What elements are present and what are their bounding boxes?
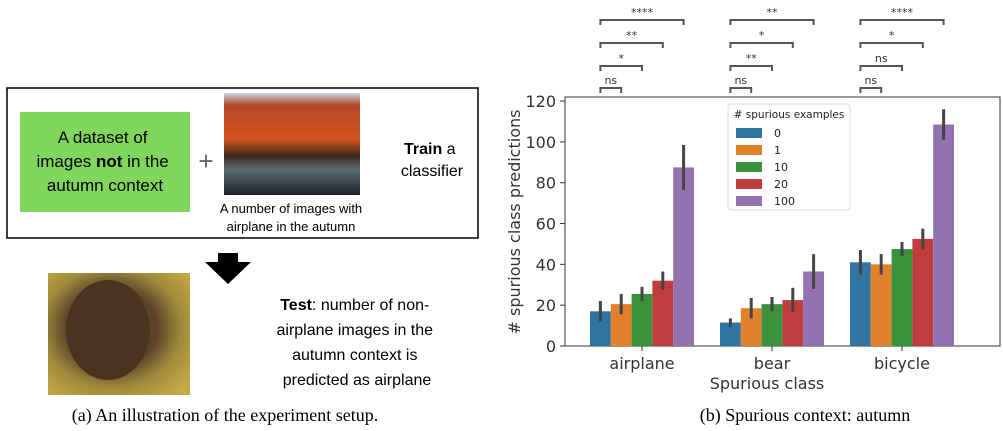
test-line: airplane images in the [277,322,434,339]
test-text: Test: number of non- airplane images in … [277,297,438,389]
y-tick-label: 80 [536,174,556,193]
significance-label: ns [734,74,747,87]
autumn-image [224,93,360,195]
significance-bracket [859,19,945,25]
significance-bracket [599,19,685,25]
train-text: Train a classifier [401,141,464,180]
significance-label: **** [891,6,914,19]
bar [850,262,871,346]
significance-bracket [729,65,773,71]
x-axis-label: Spurious class [710,374,825,393]
significance-bracket [729,42,794,48]
train-frame [6,87,479,239]
legend-swatch [736,145,762,155]
bar [590,311,611,346]
significance-label: ** [626,29,638,42]
train-bold: Train [404,141,442,158]
legend-swatch [736,179,762,189]
bar [782,300,804,346]
significance-label: ns [864,74,877,87]
y-tick-label: 120 [525,92,556,111]
y-tick-label: 40 [536,255,556,274]
significance-bracket [599,65,643,71]
test-line: autumn context is [292,347,417,364]
setup-diagram: A dataset of images not in the autumn co… [6,87,479,426]
bear-shape [66,280,150,380]
image-caption: airplane in the autumn [227,219,356,234]
legend-swatch [736,162,762,172]
dataset-line: images [36,152,96,171]
significance-bracket [859,42,924,48]
significance-label: ns [604,74,617,87]
significance-bracket [729,19,815,25]
bar [740,308,762,346]
train-line: classifier [401,163,464,180]
bar [870,264,892,346]
image-caption: A number of images with [220,201,362,216]
y-axis-label: # spurious class predictions [505,110,524,335]
y-tick-label: 100 [525,133,556,152]
significance-label: ** [767,6,779,19]
bar [631,293,653,346]
significance-bracket [729,87,753,93]
significance-label: **** [631,6,654,19]
legend-title: # spurious examples [734,109,845,121]
test-line: predicted as airplane [283,372,432,389]
bar [803,271,824,346]
caption: (b) Spurious context: autumn [700,405,910,426]
significance-label: ns [875,52,888,65]
significance-label: * [889,29,895,42]
bar [912,238,934,346]
significance-bracket [859,87,883,93]
y-tick-label: 60 [536,215,556,234]
legend-swatch [736,128,762,138]
bar [891,249,913,346]
bar [610,304,632,346]
legend-label: 10 [774,161,788,174]
legend-label: 20 [774,178,788,191]
bar [933,124,954,346]
dataset-line: autumn context [47,176,164,195]
test-bold: Test [280,297,312,314]
plus: + [198,146,213,176]
dataset-bold: not [96,152,123,171]
dataset-box [20,112,190,212]
dataset-line: A dataset of [58,128,148,147]
y-tick-label: 20 [536,296,556,315]
significance-label: * [759,29,765,42]
significance-label: ** [746,52,758,65]
dataset-line: images not in the [36,152,168,171]
arrow [205,253,251,284]
bar [720,322,741,346]
x-tick-label: airplane [609,354,674,373]
chart: (b) Spurious context: autumn Spurious cl… [505,6,1001,426]
bar [652,280,674,346]
dataset-text: A dataset of images not in the autumn co… [36,128,173,195]
legend-swatch [736,196,762,206]
legend-label: 1 [774,144,781,157]
dataset-line: in the [122,152,168,171]
significance-bracket [599,87,623,93]
significance-bracket [599,42,664,48]
significance-label: * [618,52,624,65]
y-tick-label: 0 [546,337,556,356]
bar [673,167,694,346]
caption: (a) An illustration of the experiment se… [72,405,378,426]
test-line: : number of non- [312,297,429,314]
x-tick-label: bear [754,354,791,373]
train-line: a [442,141,455,158]
legend-label: 100 [774,195,795,208]
bar [761,304,783,346]
x-tick-label: bicycle [874,354,930,373]
legend-label: 0 [774,127,781,140]
significance-bracket [859,65,903,71]
